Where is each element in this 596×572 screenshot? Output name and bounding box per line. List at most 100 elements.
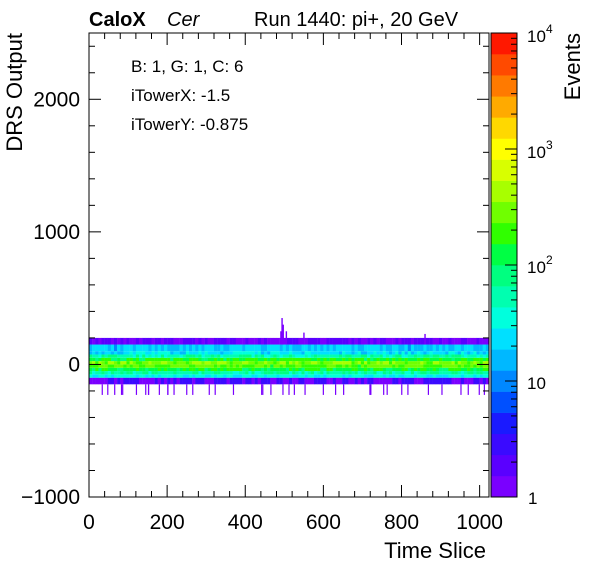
heat-cell (295, 344, 299, 352)
heat-cell (167, 367, 171, 372)
heat-cell (220, 354, 224, 358)
heat-cell (192, 364, 196, 368)
heat-cell (107, 367, 112, 372)
heat-cell (157, 367, 162, 372)
heat-cell (292, 364, 296, 368)
heat-cell (470, 377, 474, 385)
heat-cell (95, 361, 99, 365)
heat-cell (435, 337, 440, 345)
heat-cell (332, 357, 337, 362)
heat-cell (339, 357, 343, 362)
heat-cell (210, 371, 215, 375)
heat-cell (454, 344, 458, 352)
heat-cell (92, 364, 96, 368)
heat-cell (348, 361, 352, 365)
heat-cell (370, 377, 374, 385)
heat-cell (270, 351, 274, 355)
heat-cell (148, 344, 152, 352)
heat-cell (110, 354, 115, 358)
heat-cell (182, 337, 187, 345)
heat-cell (335, 374, 340, 378)
heat-cell (229, 374, 233, 378)
color-bar-step (491, 222, 517, 245)
heat-cell (126, 344, 130, 352)
heat-outlier-0 (281, 318, 283, 345)
heat-cell (460, 364, 465, 368)
heat-cell (285, 361, 290, 365)
heat-cell (367, 361, 371, 365)
heat-cell (417, 367, 421, 372)
heat-cell (239, 367, 243, 372)
heat-cell (289, 357, 293, 362)
heat-cell (279, 351, 283, 355)
heat-cell (289, 351, 293, 355)
heat-cell (264, 357, 268, 362)
x-axis-title: Time Slice (384, 538, 486, 563)
heat-cell (389, 374, 393, 378)
heat-cell (342, 367, 346, 372)
heat-cell (301, 374, 305, 378)
heat-cell (217, 337, 221, 345)
heat-cell (157, 344, 162, 352)
heat-cell (223, 364, 227, 368)
heat-cell (448, 357, 452, 362)
heat-cell (485, 337, 490, 345)
heat-cell (401, 371, 405, 375)
heat-cell (351, 367, 355, 372)
heat-cell (195, 377, 199, 385)
heat-cell (179, 364, 183, 368)
heat-cell (460, 337, 465, 345)
heat-cell (129, 374, 133, 378)
heat-cell (310, 367, 315, 372)
x-tick-label: 1000 (456, 511, 503, 534)
heat-cell (242, 344, 246, 352)
heat-cell (101, 374, 105, 378)
heat-cell (189, 371, 193, 375)
heat-cell (479, 361, 483, 365)
heat-cell (479, 364, 483, 368)
heat-cell (264, 337, 268, 345)
heat-cell (120, 351, 124, 355)
z-tick-label-10e2-base: 10 (527, 258, 546, 277)
heat-cell (332, 351, 337, 355)
heatmap-cells (89, 318, 490, 395)
heat-cell (389, 344, 393, 352)
z-tick-label-10e2-exp: 2 (546, 253, 553, 267)
heat-cell (195, 367, 199, 372)
heat-cell (117, 374, 121, 378)
heat-cell (407, 361, 412, 365)
heat-cell (257, 351, 262, 355)
heat-cell (395, 374, 399, 378)
heat-cell (320, 367, 324, 372)
heat-cell (339, 364, 343, 368)
heat-cell (326, 344, 330, 352)
heat-cell (420, 351, 424, 355)
heat-cell (298, 344, 302, 352)
heat-cell (473, 374, 477, 378)
heat-cell (448, 364, 452, 368)
heat-band-10 (89, 337, 490, 345)
heat-cell (229, 371, 233, 375)
heat-cell (345, 371, 349, 375)
color-bar-step (491, 117, 517, 139)
heat-cell (445, 374, 449, 378)
info-line-3: iTowerY: -0.875 (131, 115, 248, 134)
heat-cell (385, 354, 390, 358)
heat-cell (279, 364, 283, 368)
color-bar-step (491, 159, 517, 181)
heat-cell (226, 351, 230, 355)
heat-cell (220, 351, 224, 355)
heat-cell (339, 371, 343, 375)
heat-cell (442, 337, 446, 345)
heat-cell (442, 357, 446, 362)
heat-cell (398, 351, 402, 355)
heat-cell (448, 361, 452, 365)
heat-cell (95, 371, 99, 375)
heat-cell (167, 377, 171, 385)
heat-cell (357, 367, 362, 372)
heat-cell (460, 377, 465, 385)
heat-cell (410, 377, 415, 385)
heat-cell (470, 351, 474, 355)
heat-cell (226, 364, 230, 368)
heat-band-6 (89, 357, 490, 362)
